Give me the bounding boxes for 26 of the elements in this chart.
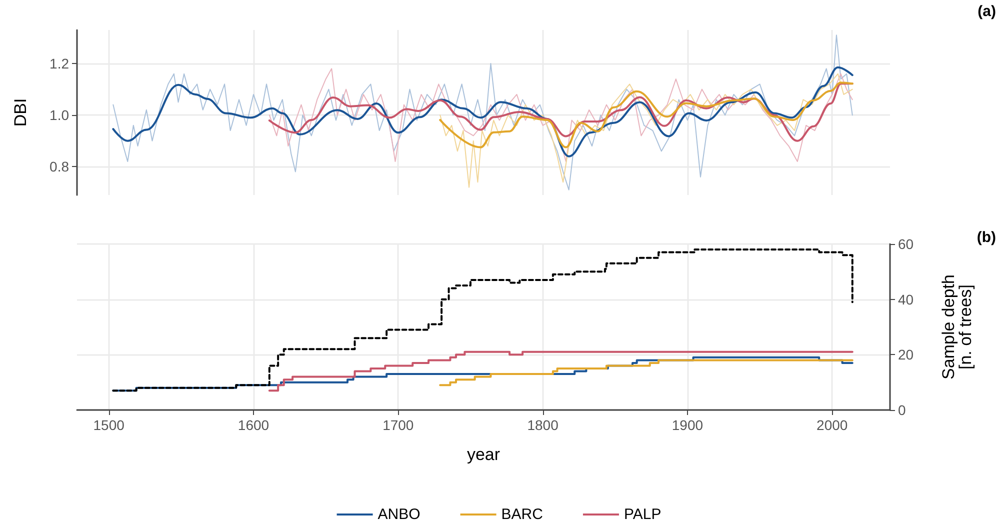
x-tick-label: 1900 bbox=[672, 417, 704, 433]
line-series bbox=[440, 73, 853, 188]
legend-label: PALP bbox=[624, 506, 662, 523]
text: (b) bbox=[976, 229, 996, 246]
y2-tick-label: 40 bbox=[898, 291, 914, 308]
x-tick-label: 1800 bbox=[527, 417, 559, 433]
line-series bbox=[112, 66, 854, 158]
text: (a) bbox=[978, 3, 996, 20]
y-tick-label: 0.8 bbox=[50, 158, 70, 175]
y2-tick-label: 60 bbox=[898, 236, 914, 252]
x-axis-title: year bbox=[466, 445, 500, 464]
y2-tick-label: 20 bbox=[898, 346, 914, 363]
y-tick-label: 1.2 bbox=[50, 56, 70, 72]
line-series bbox=[439, 82, 854, 148]
legend-label: ANBO bbox=[378, 506, 420, 523]
line-series bbox=[268, 68, 853, 162]
y2-tick-label: 0 bbox=[898, 402, 906, 418]
y2-axis-title: Sample depth [n. of trees] bbox=[939, 274, 975, 380]
legend-label: BARC bbox=[501, 506, 544, 523]
y-axis-title: DBI bbox=[11, 98, 30, 127]
y-tick-label: 1.0 bbox=[50, 107, 70, 124]
x-tick-label: 1500 bbox=[93, 417, 125, 433]
x-tick-label: 2000 bbox=[816, 417, 848, 433]
x-tick-label: 1700 bbox=[382, 417, 414, 433]
line-series bbox=[112, 34, 853, 190]
x-tick-label: 1600 bbox=[238, 417, 270, 433]
